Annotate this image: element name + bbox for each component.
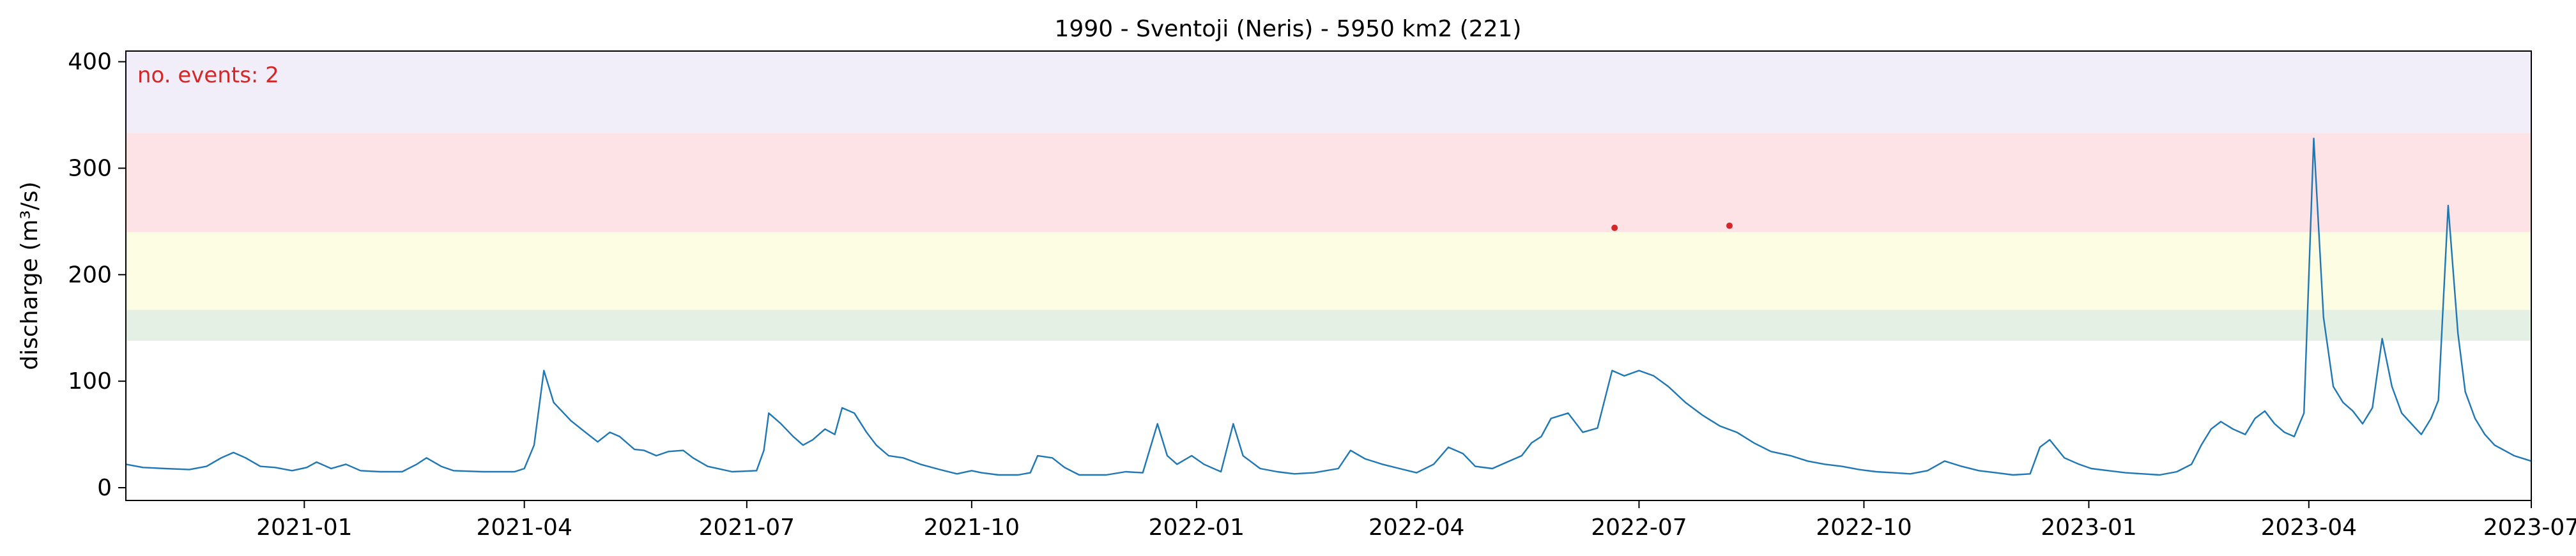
x-axis: 2021-01 2021-04 2021-07 2021-10 2022-01 2022-…: [256, 500, 2576, 541]
y-tick-label-100: 100: [68, 368, 112, 394]
y-tick-label-200: 200: [68, 262, 112, 288]
threshold-bands: [126, 51, 2531, 341]
y-tick-label-400: 400: [68, 49, 112, 75]
threshold-band-2: [126, 133, 2531, 232]
events-layer: [1611, 222, 1733, 231]
threshold-band-1: [126, 232, 2531, 310]
x-tick-label-2021-10: 2021-10: [924, 515, 1020, 541]
x-tick-label-2023-07: 2023-07: [2483, 515, 2576, 541]
x-tick-label-2022-04: 2022-04: [1368, 515, 1464, 541]
x-tick-label-2023-01: 2023-01: [2041, 515, 2136, 541]
x-tick-label-2021-01: 2021-01: [256, 515, 352, 541]
threshold-band-3: [126, 51, 2531, 133]
chart-title: 1990 - Sventoji (Neris) - 5950 km2 (221): [1055, 16, 1522, 42]
event-marker-1: [1726, 222, 1733, 229]
x-tick-label-2021-07: 2021-07: [699, 515, 795, 541]
y-axis: 0 100 200 300 400: [68, 49, 126, 501]
series-layer: [125, 137, 2532, 476]
x-tick-label-2023-04: 2023-04: [2261, 515, 2357, 541]
y-tick-label-0: 0: [97, 475, 112, 501]
plot-frame: [125, 50, 2532, 501]
event-count-annotation: no. events: 2: [137, 63, 279, 88]
x-tick-label-2022-10: 2022-10: [1816, 515, 1912, 541]
discharge-line-0: [125, 137, 2532, 476]
threshold-band-0: [126, 310, 2531, 341]
x-tick-label-2021-04: 2021-04: [476, 515, 572, 541]
y-tick-label-300: 300: [68, 156, 112, 182]
event-marker-0: [1611, 224, 1618, 231]
x-tick-label-2022-01: 2022-01: [1149, 515, 1245, 541]
x-tick-label-2022-07: 2022-07: [1591, 515, 1687, 541]
y-axis-label: discharge (m³/s): [17, 181, 43, 370]
